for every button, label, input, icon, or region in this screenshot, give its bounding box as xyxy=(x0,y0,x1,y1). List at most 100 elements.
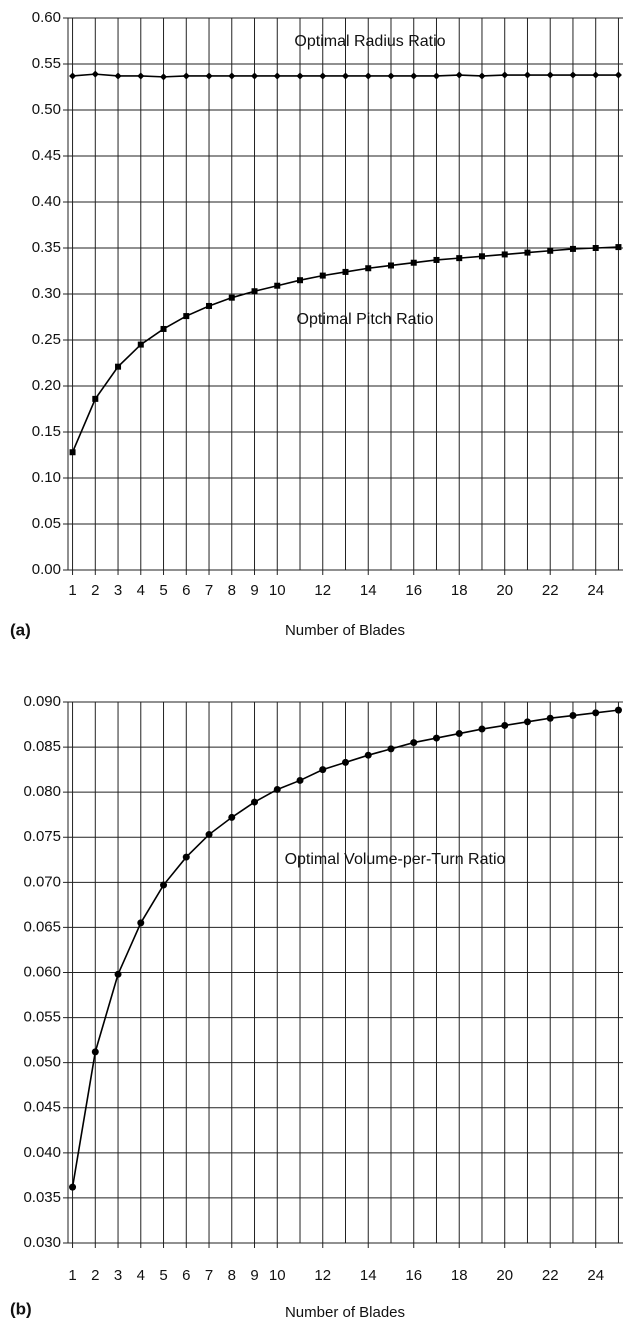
marker xyxy=(342,758,349,766)
marker xyxy=(592,245,599,251)
marker xyxy=(69,449,76,456)
y-tick-label: 0.080 xyxy=(23,783,61,800)
x-tick-label: 5 xyxy=(159,582,167,599)
y-tick-label: 0.60 xyxy=(32,9,61,26)
marker xyxy=(137,72,145,80)
marker xyxy=(433,256,440,263)
marker xyxy=(319,766,327,774)
y-tick-label: 0.035 xyxy=(23,1189,61,1206)
marker xyxy=(524,249,531,256)
marker xyxy=(387,262,394,269)
x-tick-label: 7 xyxy=(205,582,213,599)
y-tick-label: 0.00 xyxy=(32,561,61,578)
marker xyxy=(114,970,122,978)
x-tick-label: 16 xyxy=(405,1267,422,1284)
y-tick-label: 0.040 xyxy=(23,1144,61,1161)
marker xyxy=(455,71,463,79)
marker xyxy=(342,268,349,275)
marker xyxy=(569,245,576,252)
x-tick-label: 8 xyxy=(228,582,236,599)
y-tick-label: 0.30 xyxy=(32,285,61,302)
marker xyxy=(546,714,554,722)
x-tick-label: 4 xyxy=(137,582,145,599)
marker xyxy=(365,265,372,272)
marker xyxy=(387,745,395,753)
marker xyxy=(478,725,486,733)
marker xyxy=(296,776,304,784)
marker xyxy=(206,302,213,309)
marker xyxy=(342,72,349,80)
marker xyxy=(251,72,259,80)
marker xyxy=(478,253,485,260)
x-tick-label: 4 xyxy=(137,1267,145,1284)
marker xyxy=(91,70,99,78)
x-tick-label: 20 xyxy=(496,1267,513,1284)
x-tick-label: 7 xyxy=(205,1267,213,1284)
marker xyxy=(364,751,372,759)
x-tick-label: 10 xyxy=(269,582,286,599)
x-tick-label: 1 xyxy=(68,582,76,599)
x-tick-label: 3 xyxy=(114,1267,122,1284)
x-tick-label: 24 xyxy=(587,582,604,599)
marker xyxy=(501,251,508,258)
y-tick-label: 0.055 xyxy=(23,1009,61,1026)
x-tick-label: 14 xyxy=(360,1267,377,1284)
x-tick-label: 9 xyxy=(250,1267,258,1284)
marker xyxy=(69,72,77,80)
marker xyxy=(182,72,190,80)
marker xyxy=(297,277,304,284)
x-tick-label: 16 xyxy=(405,582,422,599)
marker xyxy=(115,363,122,370)
y-tick-label: 0.05 xyxy=(32,515,61,532)
y-tick-label: 0.25 xyxy=(32,331,61,348)
y-tick-label: 0.030 xyxy=(23,1234,61,1251)
marker xyxy=(501,71,509,79)
y-tick-label: 0.090 xyxy=(23,693,61,710)
x-tick-label: 22 xyxy=(542,582,559,599)
marker xyxy=(92,395,99,402)
x-tick-label: 10 xyxy=(269,1267,286,1284)
y-tick-label: 0.35 xyxy=(32,239,61,256)
x-tick-label: 6 xyxy=(182,1267,190,1284)
y-tick-label: 0.10 xyxy=(32,469,61,486)
y-tick-label: 0.075 xyxy=(23,828,61,845)
series-label: Optimal Radius Ratio xyxy=(294,33,445,50)
marker xyxy=(592,71,600,79)
marker xyxy=(432,72,440,80)
marker xyxy=(410,72,418,80)
y-tick-label: 0.045 xyxy=(23,1099,61,1116)
marker xyxy=(137,341,144,348)
marker xyxy=(546,71,554,79)
marker xyxy=(274,282,281,289)
x-tick-label: 6 xyxy=(182,582,190,599)
marker xyxy=(114,72,122,80)
x-tick-label: 12 xyxy=(314,582,331,599)
x-tick-label: 2 xyxy=(91,582,99,599)
marker xyxy=(251,798,259,806)
marker xyxy=(614,706,622,714)
x-tick-label: 12 xyxy=(314,1267,331,1284)
panel-label: (a) xyxy=(10,620,31,639)
x-axis-label: Number of Blades xyxy=(285,622,405,639)
marker xyxy=(501,721,509,729)
y-tick-label: 0.55 xyxy=(32,55,61,72)
marker xyxy=(160,325,167,332)
x-tick-label: 5 xyxy=(159,1267,167,1284)
x-tick-label: 3 xyxy=(114,582,122,599)
marker xyxy=(160,881,168,889)
marker xyxy=(364,72,372,80)
x-tick-label: 18 xyxy=(451,582,468,599)
marker xyxy=(160,73,168,81)
y-tick-label: 0.070 xyxy=(23,873,61,890)
x-tick-label: 24 xyxy=(587,1267,604,1284)
y-tick-label: 0.45 xyxy=(32,147,61,164)
marker xyxy=(387,72,395,80)
marker xyxy=(319,272,326,279)
marker xyxy=(228,72,236,80)
marker xyxy=(569,71,577,79)
marker xyxy=(569,712,577,720)
x-tick-label: 18 xyxy=(451,1267,468,1284)
marker xyxy=(456,255,463,262)
marker xyxy=(137,919,145,927)
